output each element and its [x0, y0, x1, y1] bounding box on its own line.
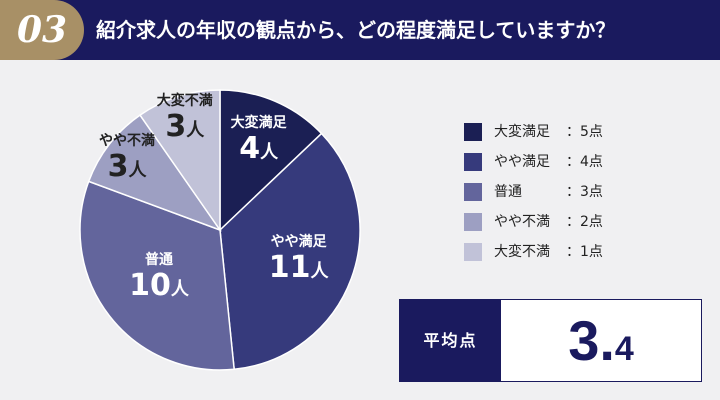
slice-label-count: 3: [165, 108, 187, 144]
average-score-integer: 3.: [568, 309, 615, 372]
legend-swatch: [464, 213, 482, 231]
slice-label-name: 大変満足: [230, 114, 287, 131]
slice-label: やや満足 11人: [269, 233, 329, 285]
legend-score: ：1点: [566, 244, 603, 260]
slice-label-unit: 人: [186, 119, 205, 141]
slice-label-name: 大変不満: [156, 92, 213, 109]
slice-label-unit: 人: [170, 279, 189, 301]
legend-score: ：4点: [566, 154, 603, 170]
average-score-decimal: 4: [614, 330, 634, 368]
legend-swatch: [464, 243, 482, 261]
legend-score: ：5点: [566, 124, 603, 140]
question-text: 紹介求人の年収の観点から、どの程度満足していますか？: [96, 18, 616, 42]
average-score-value: 3.4: [501, 300, 701, 381]
slice-label-count: 4: [239, 130, 261, 166]
legend-score: ：2点: [566, 214, 603, 230]
slice-label: 大変満足 4人: [231, 114, 287, 166]
question-number-badge: 03: [0, 0, 84, 60]
legend-swatch: [464, 123, 482, 141]
legend-label: 普通: [494, 184, 522, 200]
slice-label-name: 普通: [144, 252, 173, 269]
legend-label: やや満足: [494, 154, 550, 170]
pie-slice: [219, 89, 323, 232]
question-header: 03 紹介求人の年収の観点から、どの程度満足していますか？: [0, 0, 720, 60]
slice-label-name: やや不満: [99, 133, 155, 150]
slice-label: 大変不満 3人: [157, 92, 213, 144]
slice-label: やや不満 3人: [99, 132, 155, 184]
slice-label-unit: 人: [128, 160, 147, 182]
slice-label-unit: 人: [260, 141, 279, 163]
pie-slice: [219, 132, 361, 371]
legend-swatch: [464, 153, 482, 171]
slice-label-count: 10: [129, 268, 171, 304]
slice-label-count: 11: [268, 250, 311, 286]
pie-slice: [87, 114, 222, 232]
legend-score: ：3点: [566, 184, 603, 200]
slice-label-count: 3: [107, 149, 129, 185]
legend-label: やや不満: [494, 214, 550, 230]
pie-slice: [138, 89, 221, 233]
pie-chart: [79, 89, 361, 371]
slice-label-name: やや満足: [270, 234, 327, 251]
average-score-box: 平均点 3.4: [399, 299, 702, 382]
legend-label: 大変不満: [494, 244, 550, 260]
slice-label: 普通 10人: [129, 251, 189, 303]
slice-label-unit: 人: [310, 261, 329, 283]
average-score-label: 平均点: [400, 300, 501, 381]
legend-label: 大変満足: [494, 124, 550, 140]
pie-slice: [79, 180, 235, 371]
legend-swatch: [464, 183, 482, 201]
